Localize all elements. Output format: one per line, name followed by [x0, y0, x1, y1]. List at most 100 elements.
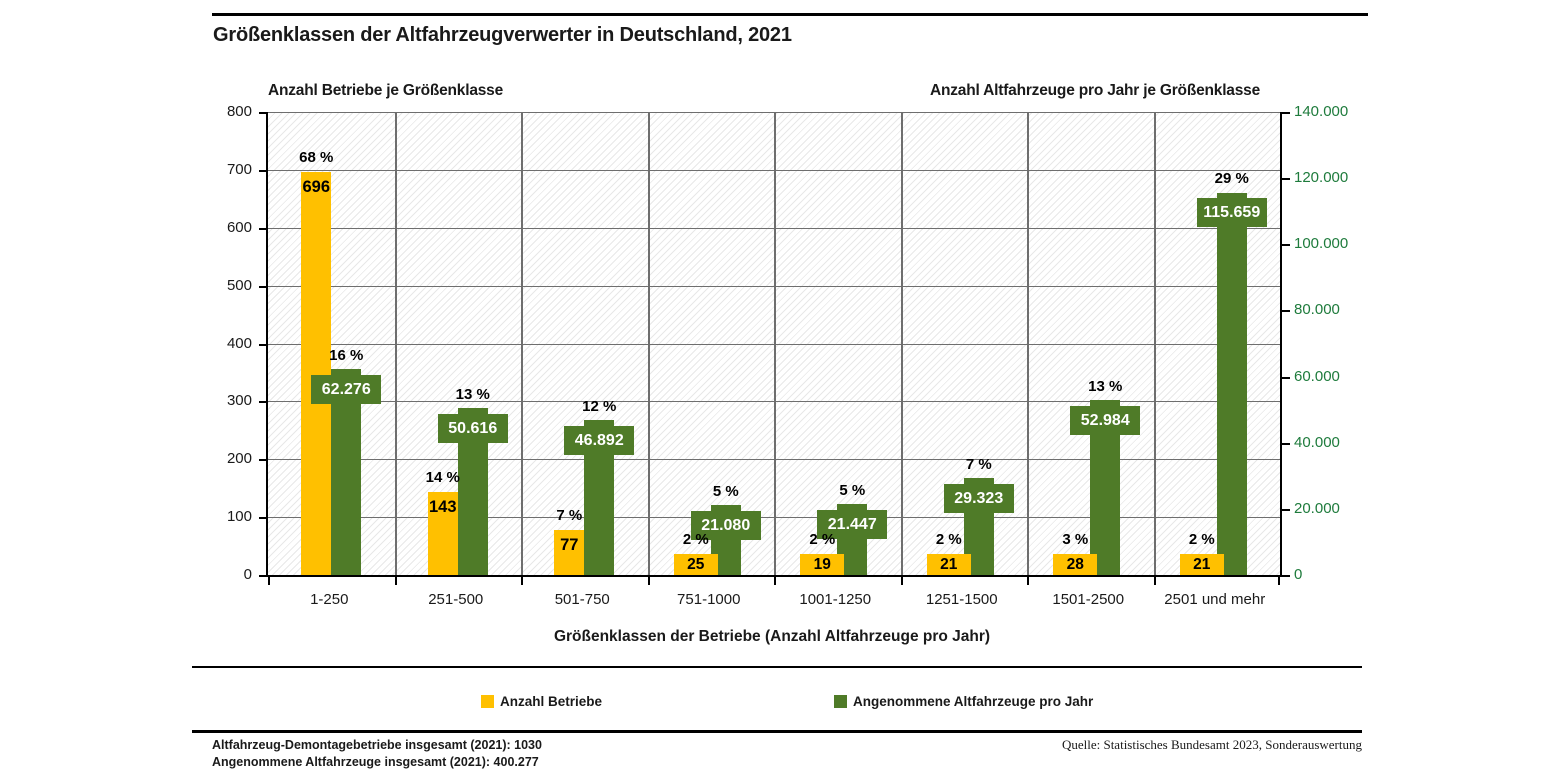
category-label: 1001-1250 [799, 591, 872, 608]
left-axis-tick [259, 401, 267, 403]
bar-value-label: 28 [1053, 554, 1098, 575]
left-axis-tick [259, 344, 267, 346]
bar-value-callout: 46.892 [564, 425, 635, 455]
category-label: 1-250 [310, 591, 349, 608]
bar-percent-label: 3 % [1062, 531, 1089, 548]
top-rule [212, 13, 1368, 16]
bar-anzahl-betriebe [554, 530, 585, 575]
category-separator [521, 112, 523, 575]
x-axis-title: Größenklassen der Betriebe (Anzahl Altfa… [553, 628, 991, 645]
left-axis-tick-label: 0 [243, 566, 252, 583]
legend-label: Angenommene Altfahrzeuge pro Jahr [853, 694, 1094, 709]
left-axis-tick-label: 500 [226, 277, 252, 294]
bar-value-callout: 50.616 [437, 413, 508, 443]
legend-swatch-icon [481, 695, 494, 708]
left-axis-tick [259, 228, 267, 230]
bar-percent-label: 29 % [1214, 170, 1249, 188]
left-axis-tick [259, 286, 267, 288]
source-note: Quelle: Statistisches Bundesamt 2023, So… [1061, 737, 1362, 752]
x-axis-tick [1027, 577, 1029, 585]
left-axis-tick [259, 170, 267, 172]
plot-area: 696 68 % 62.276 16 % 143 14 % 50.616 13 % 77 7 % 4… [259, 112, 1290, 585]
footer-rule [192, 730, 1362, 733]
bar-value-label: 21 [926, 554, 971, 575]
legend-item: Angenommene Altfahrzeuge pro Jahr [834, 694, 1093, 709]
category-separator [901, 112, 903, 575]
right-axis-tick-label: 40.000 [1294, 434, 1340, 451]
right-axis-tick [1282, 377, 1290, 379]
category-separator [1154, 112, 1156, 575]
left-axis-tick [259, 575, 267, 577]
right-axis-tick-label: 120.000 [1294, 169, 1349, 186]
footer-total-line-2: Angenommene Altfahrzeuge insgesamt (2021… [212, 755, 539, 769]
left-axis-tick [259, 517, 267, 519]
x-axis-tick [901, 577, 903, 585]
right-axis-tick-label: 100.000 [1294, 235, 1349, 252]
category-separator [774, 112, 776, 575]
right-axis-tick [1282, 310, 1290, 312]
right-axis-tick [1282, 178, 1290, 180]
category-separator [1027, 112, 1029, 575]
bar-value-label: 19 [800, 554, 845, 575]
right-axis-tick-label: 20.000 [1294, 500, 1340, 517]
x-axis-tick [1278, 577, 1280, 585]
bar-value-label: 143 [428, 498, 457, 517]
category-label: 1501-2500 [1052, 591, 1125, 608]
bar-value-label: 25 [673, 554, 718, 575]
bar-percent-label: 68 % [299, 149, 334, 167]
bar-anzahl-betriebe [427, 492, 458, 575]
bar-percent-label: 7 % [965, 456, 992, 474]
x-axis-tick [1154, 577, 1156, 585]
right-axis-tick [1282, 509, 1290, 511]
bar-value-callout: 29.323 [943, 484, 1014, 514]
bar-percent-label: 2 % [809, 531, 836, 548]
category-label: 251-500 [428, 591, 484, 608]
right-axis-panel-title: Anzahl Altfahrzeuge pro Jahr je Größenkl… [930, 82, 1260, 99]
right-axis-tick-label: 80.000 [1294, 301, 1340, 318]
bar-percent-label: 13 % [1088, 377, 1123, 395]
bar-value-label: 696 [302, 178, 331, 197]
bar-value-callout: 21.080 [690, 511, 761, 541]
bar-percent-label: 2 % [935, 531, 962, 548]
category-label: 1251-1500 [925, 591, 998, 608]
left-axis-tick-label: 300 [226, 392, 252, 409]
bar-percent-label: 5 % [712, 483, 739, 501]
bar-percent-label: 12 % [582, 397, 617, 415]
bar-percent-label: 14 % [425, 469, 460, 487]
category-label: 2501 und mehr [1164, 591, 1266, 608]
legend-item: Anzahl Betriebe [481, 694, 602, 709]
left-axis-tick-label: 700 [226, 161, 252, 178]
footer-total-line-1: Altfahrzeug-Demontagebetriebe insgesamt … [212, 738, 542, 752]
right-axis-tick [1282, 112, 1290, 114]
x-axis-tick [268, 577, 270, 585]
right-axis-tick-label: 60.000 [1294, 368, 1340, 385]
x-axis-tick [774, 577, 776, 585]
bar-anzahl-betriebe [301, 172, 332, 575]
x-axis-tick [395, 577, 397, 585]
bar-value-callout: 115.659 [1196, 198, 1267, 228]
bar-percent-label: 16 % [329, 347, 364, 365]
bar-value-callout: 21.447 [817, 510, 888, 540]
footer-totals: Altfahrzeug-Demontagebetriebe insgesamt … [212, 737, 542, 771]
x-axis-tick [521, 577, 523, 585]
bar-percent-label: 13 % [455, 385, 490, 403]
legend-label: Anzahl Betriebe [500, 694, 603, 709]
right-axis-tick-label: 140.000 [1294, 103, 1349, 120]
x-axis-tick [648, 577, 650, 585]
bar-percent-label: 5 % [839, 482, 866, 500]
right-axis-tick [1282, 575, 1290, 577]
bar-percent-label: 7 % [556, 507, 583, 525]
bar-value-label: 21 [1179, 554, 1224, 575]
left-axis-tick-label: 600 [226, 219, 252, 236]
category-separator [648, 112, 650, 575]
category-separator [395, 112, 397, 575]
category-label: 501-750 [554, 591, 610, 608]
left-axis-tick-label: 200 [226, 450, 252, 467]
bar-value-callout: 62.276 [311, 375, 382, 405]
page-title: Größenklassen der Altfahrzeugverwerter i… [213, 24, 792, 46]
right-axis-tick [1282, 443, 1290, 445]
left-axis-tick-label: 400 [226, 335, 252, 352]
left-axis-tick [259, 459, 267, 461]
bar-percent-label: 2 % [682, 531, 709, 548]
bar-percent-label: 2 % [1188, 531, 1215, 548]
